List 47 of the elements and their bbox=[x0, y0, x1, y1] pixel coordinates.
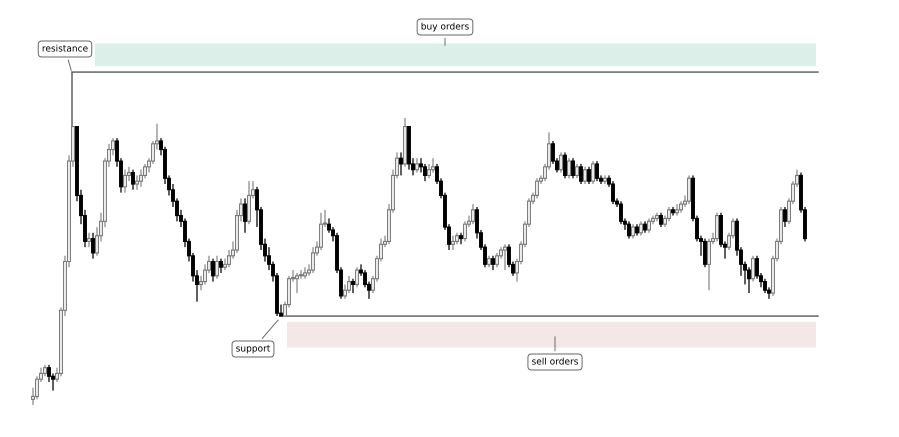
candlestick bbox=[579, 163, 583, 185]
candlestick bbox=[399, 152, 403, 176]
candlestick bbox=[303, 266, 307, 280]
candlestick bbox=[91, 232, 95, 260]
ref-line-label: resistance bbox=[42, 44, 88, 52]
candlestick bbox=[639, 220, 643, 236]
candlestick bbox=[355, 266, 359, 288]
candlestick bbox=[123, 169, 127, 194]
candlestick bbox=[751, 255, 755, 282]
candlestick bbox=[631, 224, 635, 240]
candlestick bbox=[563, 152, 567, 179]
candlestick bbox=[687, 174, 691, 205]
candlestick bbox=[87, 232, 91, 248]
candlestick bbox=[647, 218, 651, 234]
candlestick bbox=[243, 198, 247, 234]
candlestick bbox=[627, 220, 631, 240]
candlestick bbox=[219, 258, 223, 274]
candlestick bbox=[643, 220, 647, 234]
candlestick bbox=[131, 169, 135, 190]
candlestick bbox=[783, 206, 787, 228]
candlestick bbox=[703, 238, 707, 268]
candlestick bbox=[591, 160, 595, 185]
candlestick bbox=[503, 244, 507, 271]
candlestick bbox=[415, 158, 419, 174]
candlestick bbox=[215, 255, 219, 280]
candlestick bbox=[491, 255, 495, 271]
candlestick bbox=[635, 224, 639, 236]
candlestick bbox=[295, 272, 299, 294]
candlestick bbox=[459, 232, 463, 245]
candlestick bbox=[595, 160, 599, 182]
candlestick bbox=[559, 152, 563, 174]
candlestick bbox=[575, 163, 579, 179]
candlestick bbox=[211, 258, 215, 282]
candlestick bbox=[471, 203, 475, 225]
candlestick bbox=[659, 212, 663, 228]
ref-line-label: support bbox=[236, 345, 270, 354]
band-label: sell orders bbox=[532, 358, 578, 365]
candlestick bbox=[587, 166, 591, 185]
candlestick bbox=[583, 166, 587, 185]
band-label: buy orders bbox=[422, 22, 469, 32]
candlestick bbox=[675, 203, 679, 216]
candlestick bbox=[351, 278, 355, 294]
candlestick bbox=[571, 158, 575, 179]
candlestick bbox=[487, 255, 491, 268]
candlestick bbox=[715, 212, 719, 242]
candlestick bbox=[451, 235, 455, 251]
candlestick bbox=[567, 158, 571, 179]
